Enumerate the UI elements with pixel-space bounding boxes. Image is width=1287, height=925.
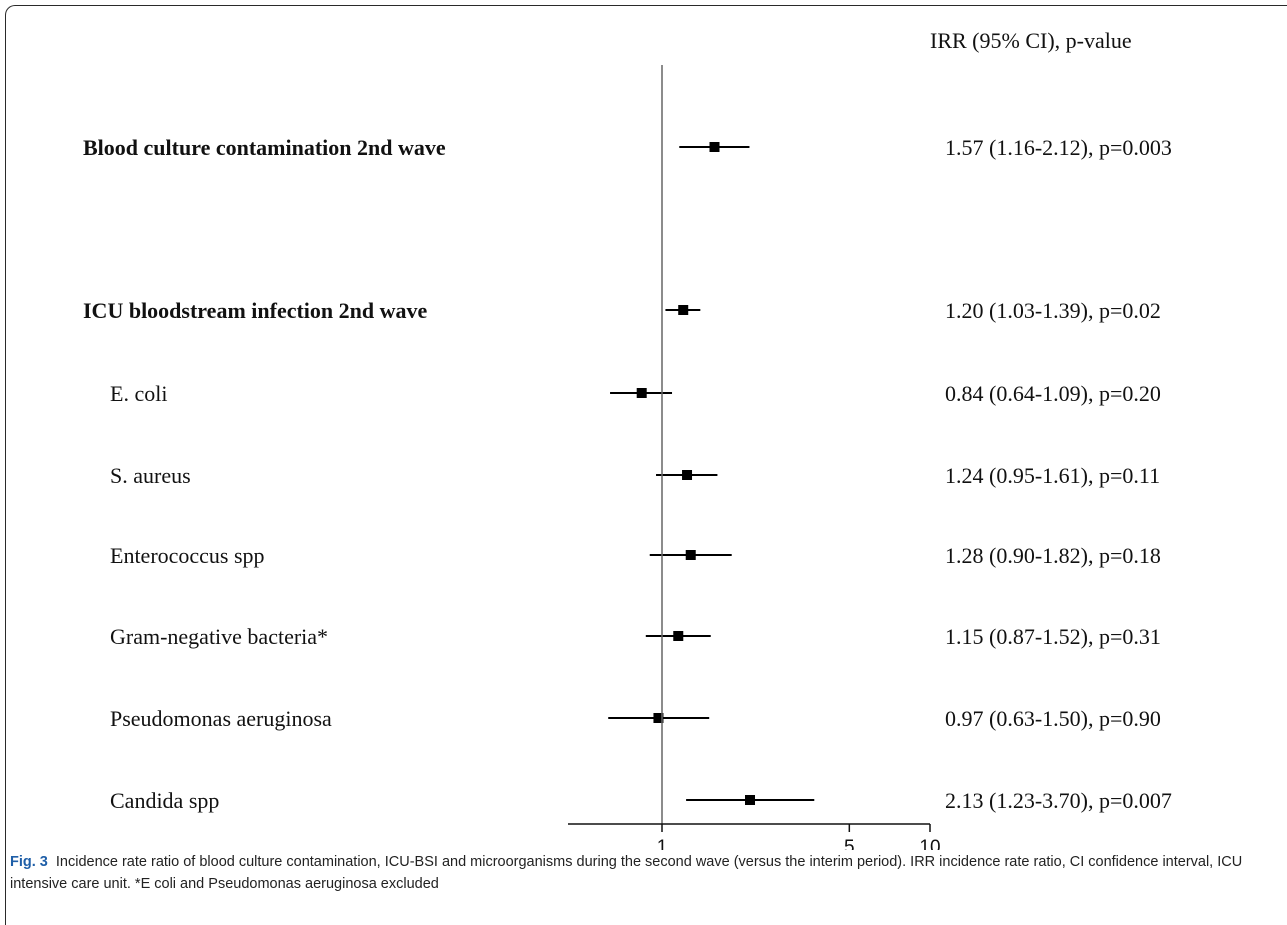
forest-row: Candida spp 2.13 (1.23-3.70), p=0.007 (110, 788, 1172, 813)
point-estimate (685, 550, 696, 560)
point-estimate (678, 305, 689, 315)
x-tick-label: 1 (657, 837, 668, 850)
forest-row: S. aureus 1.24 (0.95-1.61), p=0.11 (110, 463, 1160, 488)
figure-number: Fig. 3 (10, 854, 48, 870)
rows-layer: Blood culture contamination 2nd wave 1.57… (83, 135, 1172, 813)
row-label: Blood culture contamination 2nd wave (83, 135, 446, 160)
forest-row: E. coli 0.84 (0.64-1.09), p=0.20 (110, 381, 1161, 406)
forest-row: ICU bloodstream infection 2nd wave 1.20 (… (83, 298, 1161, 323)
x-tick-label: 5 (844, 837, 855, 850)
x-tick-label: 10 (919, 837, 940, 850)
irr-value: 1.24 (0.95-1.61), p=0.11 (945, 463, 1160, 488)
forest-row: Blood culture contamination 2nd wave 1.57… (83, 135, 1172, 160)
irr-value: 0.97 (0.63-1.50), p=0.90 (945, 706, 1161, 731)
forest-row: Enterococcus spp 1.28 (0.90-1.82), p=0.18 (110, 543, 1161, 568)
forest-row: Pseudomonas aeruginosa 0.97 (0.63-1.50), … (110, 706, 1161, 731)
point-estimate (636, 388, 647, 398)
forest-plot: IRR (95% CI), p-value Blood culture cont… (83, 28, 1172, 850)
point-estimate (682, 470, 693, 480)
row-label: Gram-negative bacteria* (110, 624, 328, 649)
point-estimate (709, 142, 720, 152)
row-label: Enterococcus spp (110, 543, 265, 568)
irr-value: 0.84 (0.64-1.09), p=0.20 (945, 381, 1161, 406)
figure-frame (5, 5, 1287, 925)
irr-value: 2.13 (1.23-3.70), p=0.007 (945, 788, 1172, 813)
point-estimate (673, 631, 684, 641)
irr-value: 1.28 (0.90-1.82), p=0.18 (945, 543, 1161, 568)
row-label: S. aureus (110, 463, 191, 488)
irr-value: 1.15 (0.87-1.52), p=0.31 (945, 624, 1161, 649)
column-header: IRR (95% CI), p-value (930, 28, 1132, 53)
caption-text: Incidence rate ratio of blood culture co… (10, 854, 1243, 892)
row-label: Candida spp (110, 788, 219, 813)
row-label: E. coli (110, 381, 167, 406)
point-estimate (745, 795, 756, 805)
x-ticks: 1 5 10 (657, 824, 941, 850)
figure-caption: Fig. 3 Incidence rate ratio of blood cult… (10, 851, 1270, 895)
row-label: ICU bloodstream infection 2nd wave (83, 298, 428, 323)
row-label: Pseudomonas aeruginosa (110, 706, 332, 731)
forest-row: Gram-negative bacteria* 1.15 (0.87-1.52),… (110, 624, 1161, 649)
irr-value: 1.57 (1.16-2.12), p=0.003 (945, 135, 1172, 160)
point-estimate (653, 713, 664, 723)
irr-value: 1.20 (1.03-1.39), p=0.02 (945, 298, 1161, 323)
